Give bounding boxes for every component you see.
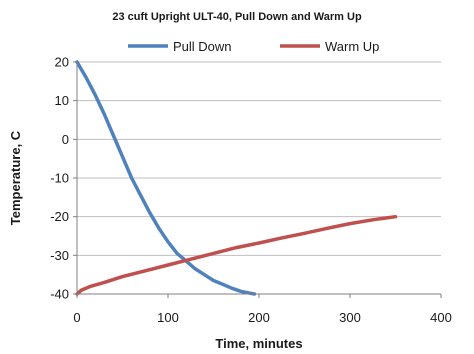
- x-tick-label: 300: [339, 310, 361, 325]
- x-axis-label: Time, minutes: [215, 336, 302, 351]
- y-tick-label: 20: [55, 55, 69, 70]
- y-tick-label: -10: [50, 171, 69, 186]
- chart-title: 23 cuft Upright ULT-40, Pull Down and Wa…: [112, 11, 362, 23]
- y-tick-label: -30: [50, 248, 69, 263]
- y-tick-label: 0: [62, 132, 69, 147]
- x-tick-label: 200: [248, 310, 270, 325]
- series-layer: [75, 60, 398, 296]
- series-line-pull-down: [75, 60, 257, 296]
- series-line-warm-up: [75, 214, 398, 296]
- y-tick-label: 10: [55, 93, 69, 108]
- y-tick-label: -40: [50, 287, 69, 302]
- legend: Pull Down Warm Up: [128, 39, 379, 54]
- axes: [73, 61, 442, 298]
- legend-label-pull-down: Pull Down: [173, 39, 232, 54]
- legend-label-warm-up: Warm Up: [325, 39, 379, 54]
- y-tick-label: -20: [50, 209, 69, 224]
- x-tick-label: 0: [73, 310, 80, 325]
- x-tick-label: 100: [157, 310, 179, 325]
- y-axis-label: Temperature, C: [8, 130, 23, 225]
- x-tick-label: 400: [430, 310, 452, 325]
